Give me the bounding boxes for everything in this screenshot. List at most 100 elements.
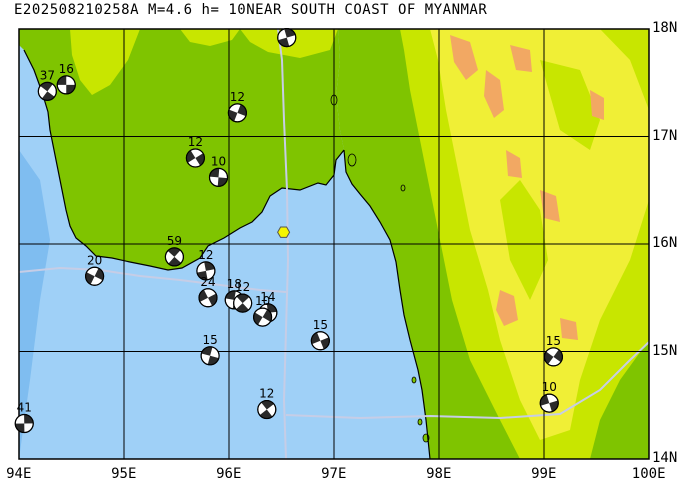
border-line [19, 266, 287, 293]
land-peaks [540, 190, 560, 222]
focal-mechanism[interactable]: 12 [257, 387, 277, 420]
beachball-rim [196, 261, 216, 281]
focal-mechanism[interactable]: 10 [208, 154, 229, 187]
depth-label: 37 [40, 68, 55, 82]
event-depth: h= 10 [201, 2, 247, 18]
beachball-compression [544, 349, 563, 365]
depth-label: 24 [200, 275, 215, 289]
coastline-east [343, 149, 431, 459]
beachball-rim [253, 307, 273, 327]
beachball-rim [84, 266, 105, 286]
focal-mechanism[interactable]: 12 [227, 90, 247, 123]
grid-lines [19, 29, 649, 459]
beachball-compression [228, 104, 247, 122]
land-peaks [506, 150, 522, 178]
coastline-west [23, 49, 345, 271]
beachball-compression [209, 168, 228, 187]
beachball-rim [277, 27, 297, 48]
land-west-hills [180, 29, 240, 46]
depth-label: 15 [546, 334, 561, 348]
island [347, 153, 357, 167]
focal-mechanism[interactable]: 12 [196, 248, 216, 281]
beachball-compression [236, 294, 250, 313]
focal-mechanism[interactable] [277, 27, 297, 48]
depth-label: 20 [87, 253, 102, 267]
focal-mechanism[interactable]: 10 [539, 380, 559, 413]
longitude-label: 94E [6, 466, 32, 482]
depth-label: 12 [230, 90, 245, 104]
depth-label: 12 [235, 280, 250, 294]
focal-mechanism[interactable]: 10 [253, 294, 273, 327]
land-peaks [450, 35, 478, 80]
depth-label: 10 [255, 294, 270, 308]
focal-mechanism[interactable]: 41 [14, 401, 34, 434]
land-peaks [484, 70, 504, 118]
depth-label: 12 [188, 135, 203, 149]
longitude-label: 100E [631, 466, 666, 482]
latitude-label: 18N [652, 20, 678, 36]
focal-mechanism[interactable]: 24 [198, 275, 218, 308]
beachball-compression [85, 268, 104, 285]
depth-label: 41 [17, 401, 32, 415]
beachball-compression [201, 346, 219, 365]
beachball-compression [311, 332, 330, 350]
depth-label: 16 [59, 62, 74, 76]
beachball-rim [164, 247, 184, 267]
depth-label: 12 [198, 248, 213, 262]
focal-mechanism[interactable]: 37 [37, 68, 57, 101]
beachball-rim [198, 288, 218, 308]
longitude-label: 97E [321, 466, 347, 482]
event-region: NEAR SOUTH COAST OF MYANMAR [246, 2, 488, 18]
land-west-hills [70, 29, 140, 95]
focal-mechanism[interactable]: 16 [56, 62, 76, 95]
beachball-rim [37, 81, 57, 101]
islands [330, 94, 430, 443]
beachball-compression [167, 247, 182, 266]
depth-label: 18 [227, 277, 242, 291]
beachball-rim [56, 75, 76, 95]
beachball-compression [40, 82, 55, 101]
focal-mechanism[interactable]: 15 [310, 318, 330, 351]
beachball-rim [543, 347, 564, 367]
longitude-label: 99E [531, 466, 557, 482]
event-magnitude: M=4.6 [147, 2, 193, 18]
beachball-compression [278, 28, 296, 47]
border-line [285, 341, 649, 420]
land-east-valley [540, 60, 600, 150]
focal-mechanism[interactable]: 15 [200, 333, 220, 366]
beachball-rim [233, 293, 253, 313]
beachball-rim [185, 148, 205, 168]
latitude-label: 15N [652, 342, 678, 359]
land-east-valley [500, 180, 548, 300]
beachball-compression [199, 289, 217, 306]
depth-label: 15 [202, 333, 217, 347]
depth-label: 10 [211, 154, 226, 168]
focal-mechanism[interactable]: 20 [84, 253, 105, 286]
land-peaks [560, 318, 578, 340]
beachball-rim [310, 331, 330, 351]
island [400, 184, 406, 192]
focal-mechanism[interactable]: 15 [543, 334, 564, 367]
latitude-label: 17N [652, 127, 678, 144]
focal-mechanism[interactable]: 59 [164, 234, 184, 267]
depth-label: 12 [259, 387, 274, 401]
beachball-compression [15, 414, 34, 433]
latitude-label: 16N [652, 235, 678, 251]
epicenter-hexagon[interactable] [277, 226, 291, 238]
depth-label: 59 [167, 234, 182, 248]
focal-mechanism[interactable]: 12 [185, 135, 205, 168]
longitude-label: 98E [426, 466, 452, 482]
land-peaks [590, 90, 604, 120]
beachball-rim [227, 103, 247, 123]
event-id: E202508210258A [14, 2, 140, 18]
depth-label: 14 [260, 290, 275, 304]
island [417, 418, 423, 426]
longitude-label: 96E [216, 466, 242, 482]
beachball-compression [259, 400, 274, 419]
epicenter-marker [277, 226, 291, 238]
border-line [277, 29, 290, 459]
focal-mechanism[interactable]: 12 [233, 280, 253, 313]
